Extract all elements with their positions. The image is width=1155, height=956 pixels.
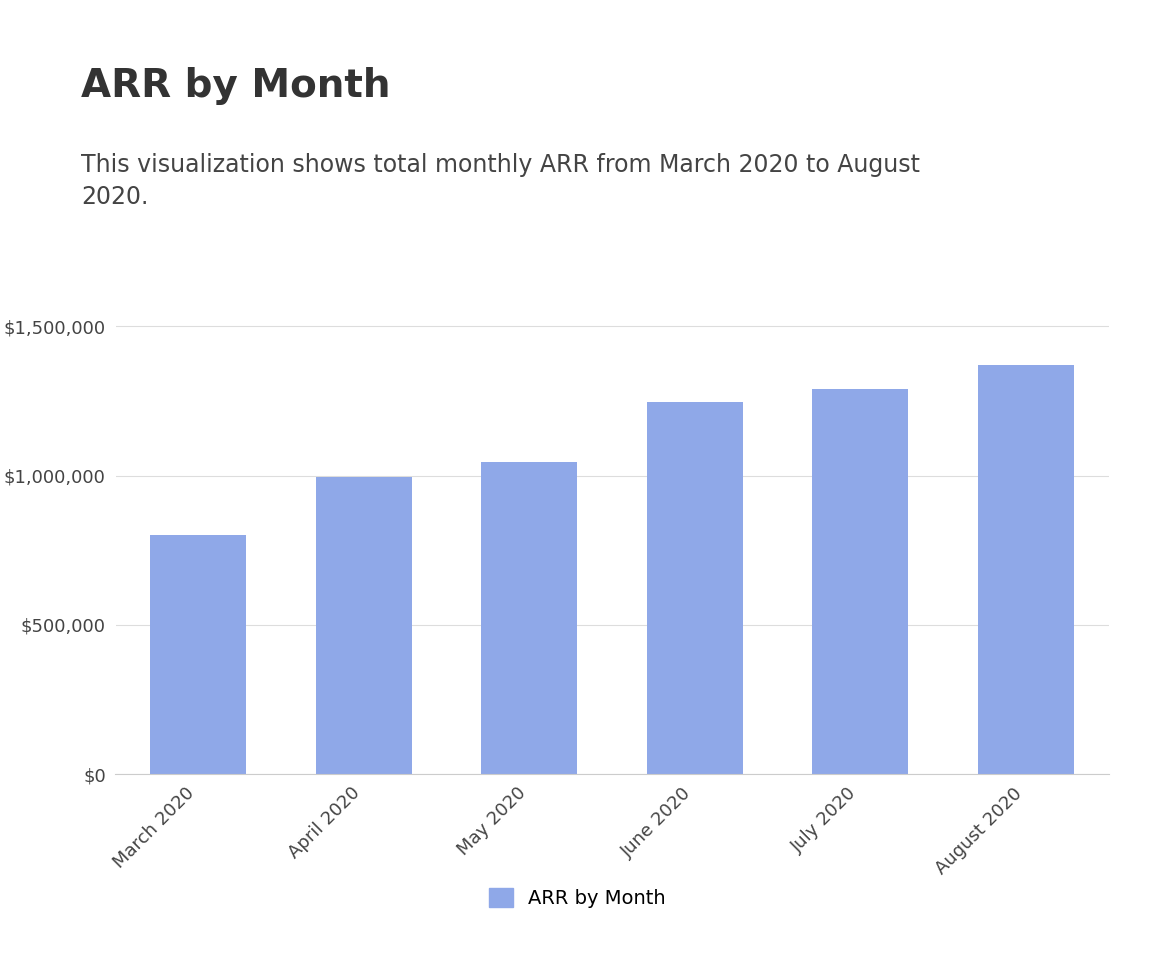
Bar <box>482 462 578 774</box>
Legend: ARR by Month: ARR by Month <box>490 887 665 908</box>
Text: ARR by Month: ARR by Month <box>81 67 390 105</box>
Bar <box>647 402 743 774</box>
Bar <box>978 365 1074 774</box>
Bar <box>150 535 246 774</box>
Bar <box>812 389 909 774</box>
Bar <box>315 477 412 774</box>
Text: This visualization shows total monthly ARR from March 2020 to August
2020.: This visualization shows total monthly A… <box>81 153 919 208</box>
